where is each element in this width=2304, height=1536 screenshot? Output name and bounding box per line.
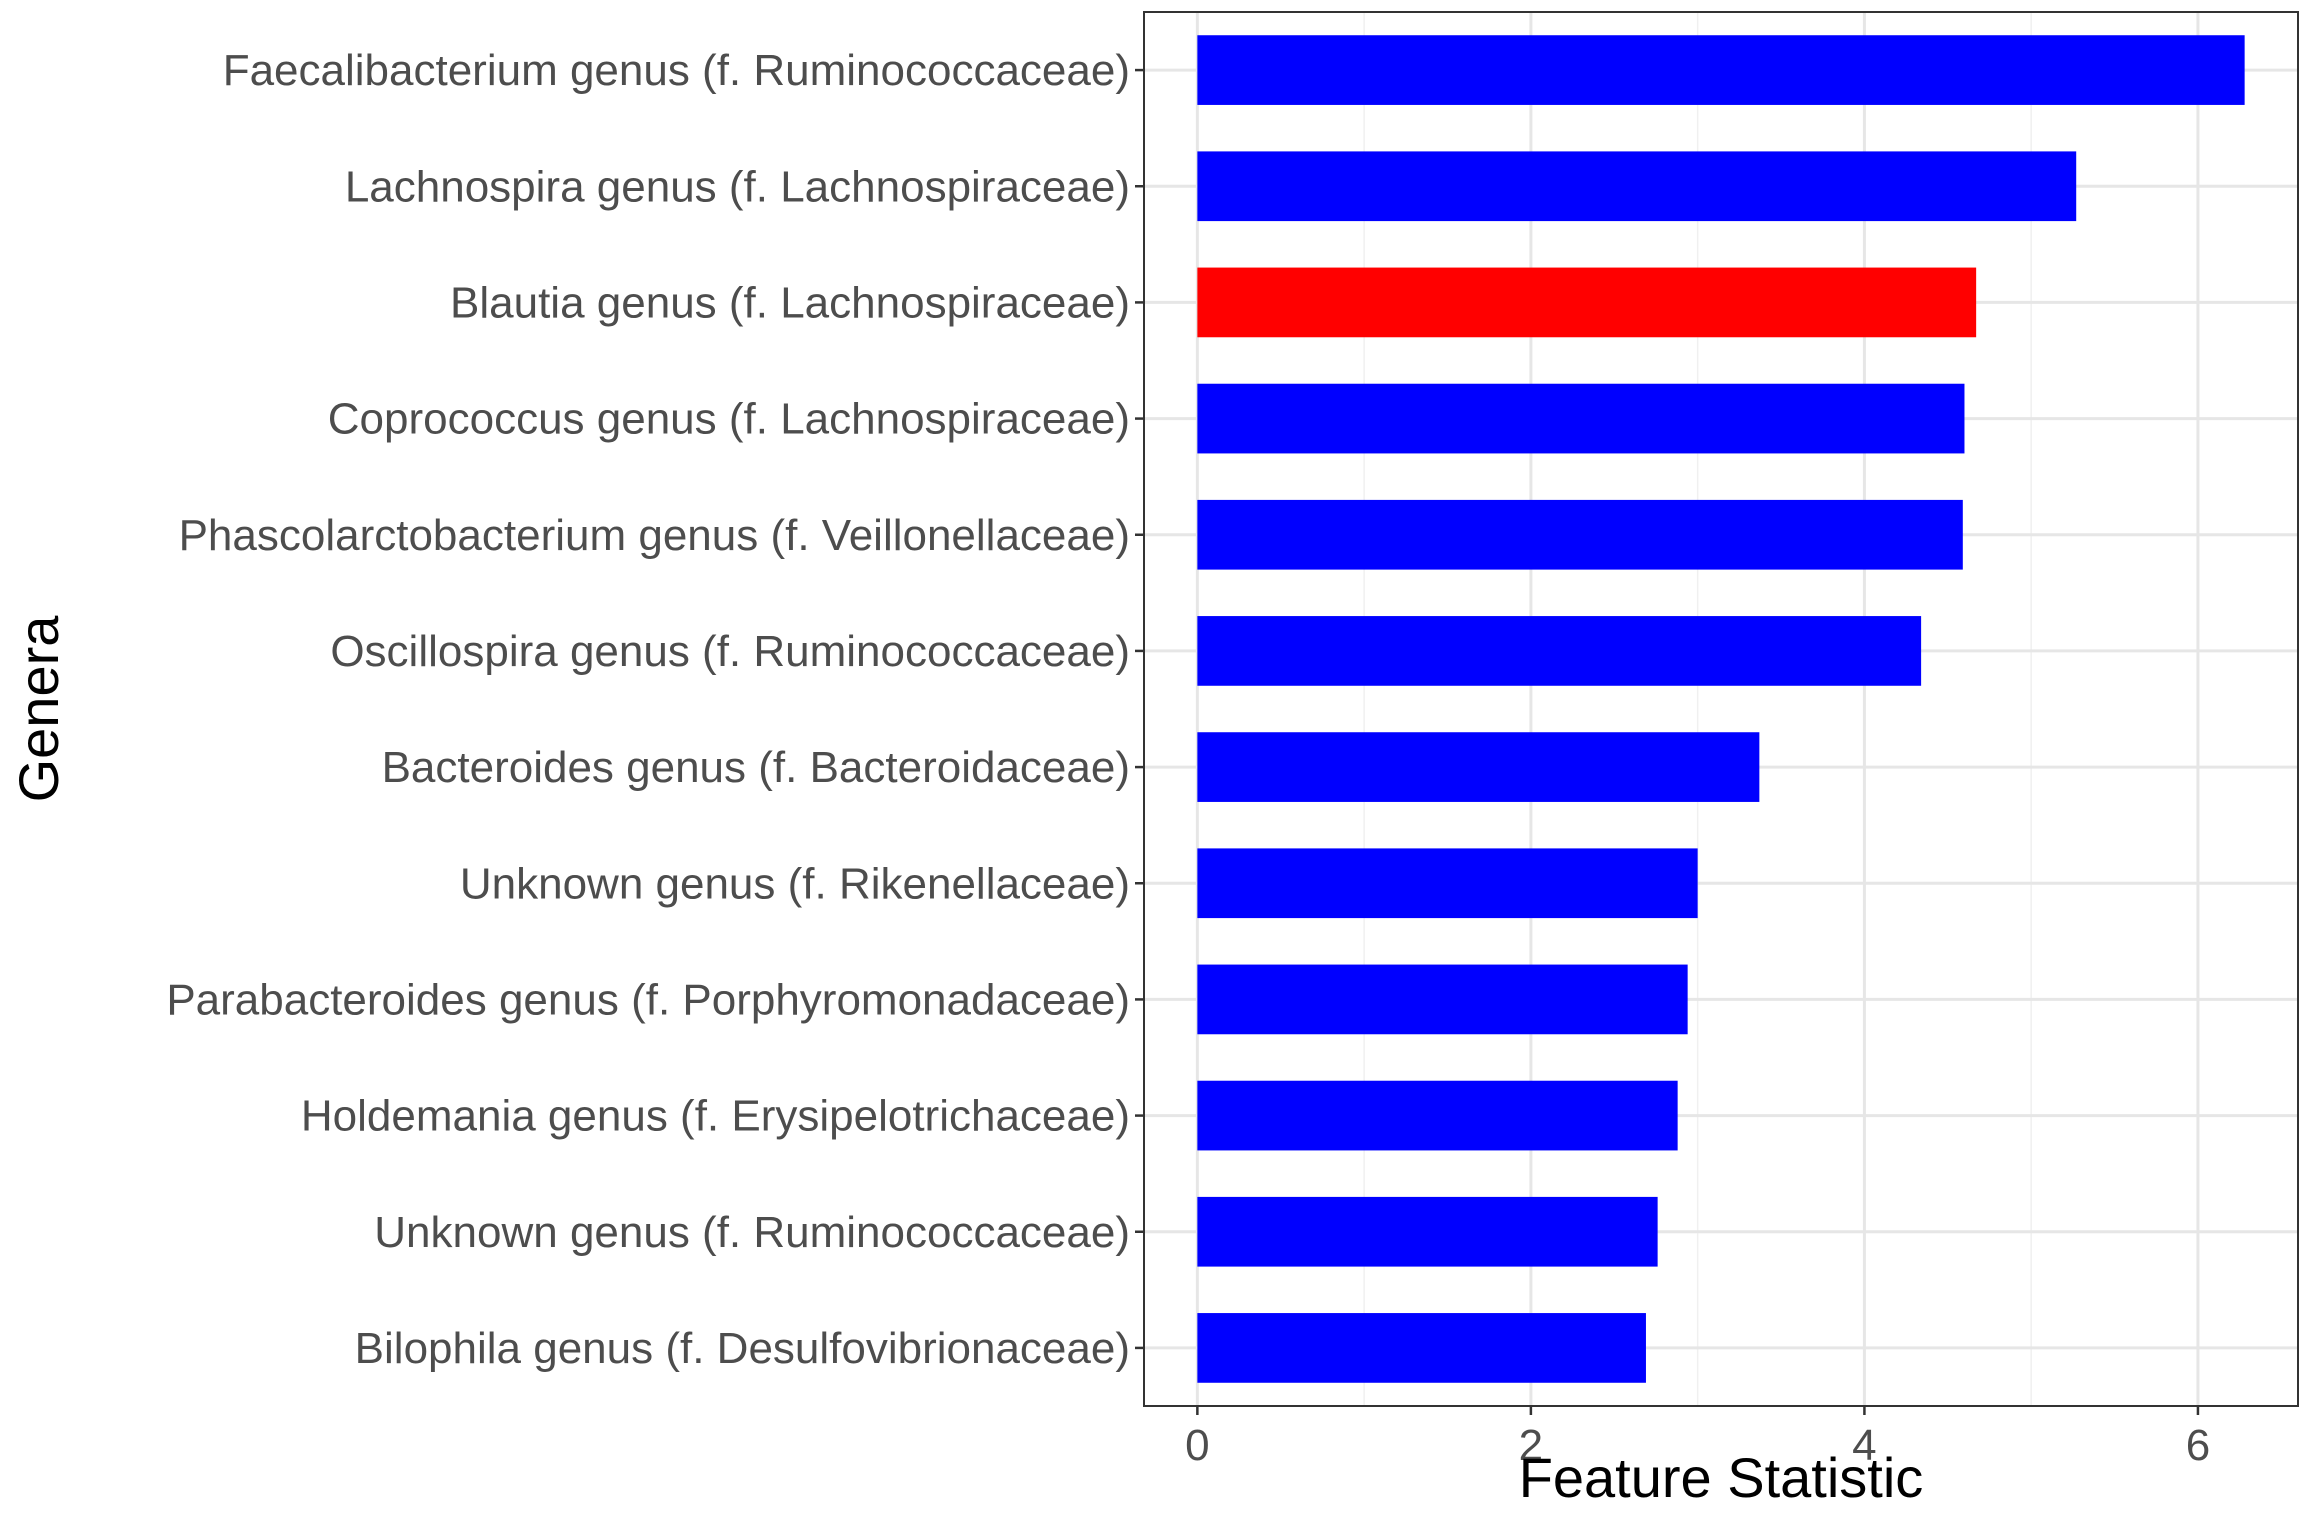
y-tick-label: Parabacteroides genus (f. Porphyromonada… [166, 975, 1130, 1024]
bar-unknown-genus-f-rikenellaceae [1197, 848, 1698, 919]
y-tick-label: Bacteroides genus (f. Bacteroidaceae) [382, 743, 1130, 792]
bar-blautia-genus-f-lachnospiraceae [1197, 267, 1977, 338]
bar-phascolarctobacterium-genus-f-veillonellaceae [1197, 499, 1963, 570]
y-tick-label: Holdemania genus (f. Erysipelotrichaceae… [301, 1092, 1130, 1141]
bar-coprococcus-genus-f-lachnospiraceae [1197, 383, 1965, 454]
bar-bilophila-genus-f-desulfovibrionaceae [1197, 1313, 1646, 1383]
bar-faecalibacterium-genus-f-ruminococcaceae [1197, 35, 2245, 105]
y-tick-label: Oscillospira genus (f. Ruminococcaceae) [330, 627, 1130, 676]
y-tick-label: Phascolarctobacterium genus (f. Veillone… [179, 511, 1130, 560]
y-tick-label: Bilophila genus (f. Desulfovibrionaceae) [355, 1324, 1130, 1373]
x-tick-label: 2 [1519, 1421, 1543, 1470]
y-tick-label: Coprococcus genus (f. Lachnospiraceae) [328, 395, 1130, 444]
y-axis-title: Genera [7, 615, 70, 803]
bar-holdemania-genus-f-erysipelotrichaceae [1197, 1080, 1678, 1151]
y-axis-ticks: Faecalibacterium genus (f. Ruminococcace… [166, 46, 1144, 1373]
bar-bacteroides-genus-f-bacteroidaceae [1197, 732, 1760, 802]
x-tick-label: 6 [2186, 1421, 2210, 1470]
bars-group [1197, 35, 2245, 1383]
x-axis-title: Feature Statistic [1519, 1446, 1924, 1509]
bar-parabacteroides-genus-f-porphyromonadaceae [1197, 964, 1688, 1035]
y-tick-label: Faecalibacterium genus (f. Ruminococcace… [223, 46, 1130, 95]
bar-lachnospira-genus-f-lachnospiraceae [1197, 151, 2077, 222]
y-tick-label: Lachnospira genus (f. Lachnospiraceae) [345, 162, 1130, 211]
bar-unknown-genus-f-ruminococcaceae [1197, 1196, 1658, 1267]
y-tick-label: Blautia genus (f. Lachnospiraceae) [450, 278, 1130, 327]
minor-gridlines [1363, 12, 2032, 1406]
plot-panel-border [1143, 11, 2299, 1407]
bar-oscillospira-genus-f-ruminococcaceae [1197, 616, 1922, 686]
y-tick-label: Unknown genus (f. Ruminococcaceae) [374, 1208, 1130, 1257]
x-axis-ticks: 0 2 4 6 [1185, 1406, 2210, 1470]
x-tick-label: 0 [1185, 1421, 1209, 1470]
y-tick-label: Unknown genus (f. Rikenellaceae) [460, 859, 1130, 908]
x-tick-label: 4 [1852, 1421, 1876, 1470]
